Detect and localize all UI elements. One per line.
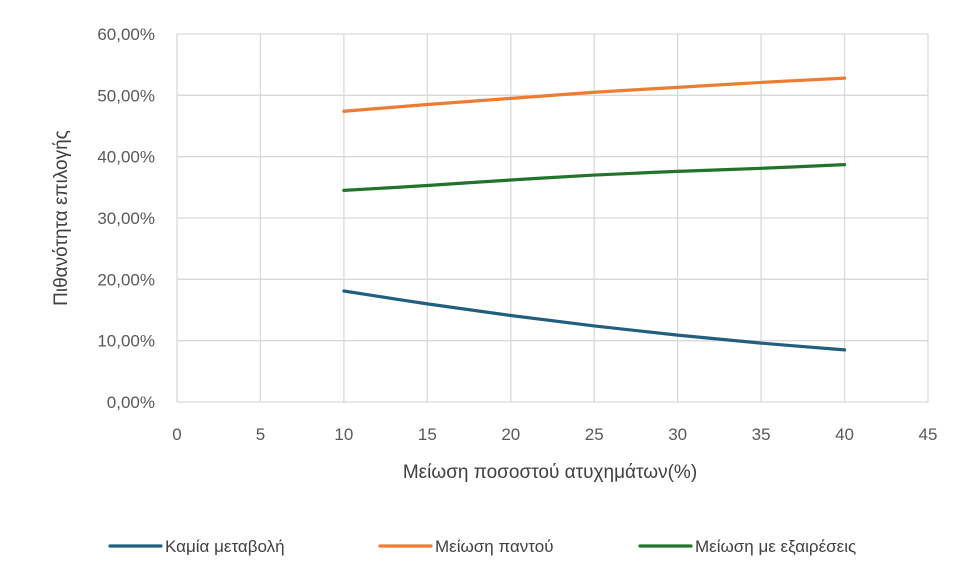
x-axis-title: Μείωση ποσοστού ατυχημάτων(%) [403,462,697,483]
x-tick-label: 0 [172,425,181,444]
series-line-3 [342,163,847,192]
x-tick-label: 45 [919,425,938,444]
y-tick-label: 60,00% [97,25,155,44]
x-tick-label: 15 [418,425,437,444]
y-tick-label: 30,00% [97,209,155,228]
y-tick-label: 10,00% [97,332,155,351]
x-axis-ticks: 0 5 10 15 20 25 30 35 40 45 [172,425,937,444]
x-tick-label: 25 [585,425,604,444]
x-tick-label: 35 [752,425,771,444]
series-line-2 [342,76,847,113]
legend: Καμία μεταβολή Μείωση παντού Μείωση με εξα… [108,537,856,556]
y-axis-ticks: 0,00% 10,00% 20,00% 30,00% 40,00% 50,00% 60,00… [97,25,155,412]
x-tick-label: 10 [334,425,353,444]
x-tick-label: 20 [501,425,520,444]
legend-label-3: Μείωση με εξαιρέσεις [695,537,856,556]
y-tick-label: 20,00% [97,270,155,289]
x-tick-label: 30 [668,425,687,444]
gridlines [176,33,929,403]
y-axis-title: Πιθανότητα επιλογής [51,130,72,306]
y-tick-label: 40,00% [97,148,155,167]
x-tick-label: 5 [256,425,265,444]
legend-label-1: Καμία μεταβολή [165,537,285,556]
y-tick-label: 0,00% [107,393,155,412]
series-lines [342,76,847,352]
series-line-1 [342,289,847,352]
y-tick-label: 50,00% [97,86,155,105]
legend-label-2: Μείωση παντού [435,537,554,556]
x-tick-label: 40 [835,425,854,444]
